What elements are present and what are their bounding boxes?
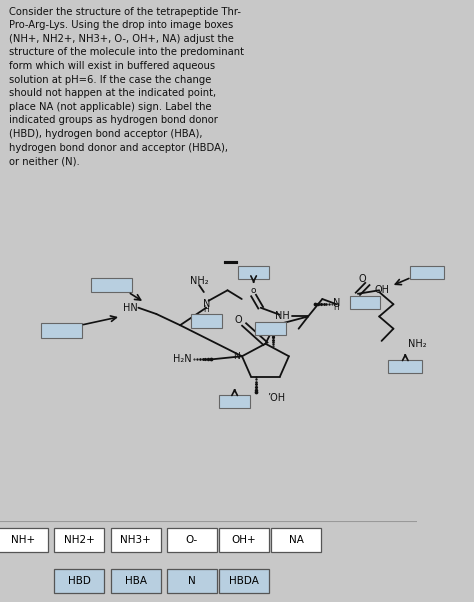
Text: N: N — [202, 299, 210, 309]
Text: O: O — [359, 274, 366, 284]
Text: O-: O- — [186, 535, 198, 545]
Text: OH+: OH+ — [232, 535, 256, 545]
Text: ’OH: ’OH — [267, 393, 286, 403]
Text: NH2+: NH2+ — [64, 535, 95, 545]
Text: N: N — [333, 297, 340, 308]
Bar — [238, 266, 269, 279]
Bar — [219, 395, 250, 408]
Text: H: H — [203, 305, 209, 314]
Bar — [110, 528, 161, 552]
Bar — [167, 569, 217, 593]
Bar — [271, 528, 321, 552]
Text: N: N — [188, 576, 196, 586]
Text: NH3+: NH3+ — [120, 535, 151, 545]
Text: HBA: HBA — [125, 576, 146, 586]
Text: H: H — [334, 303, 339, 312]
Bar — [219, 569, 269, 593]
Text: HN: HN — [123, 303, 137, 313]
Bar — [54, 528, 104, 552]
Text: NA: NA — [289, 535, 303, 545]
Text: NH₂: NH₂ — [190, 276, 209, 285]
Bar — [255, 322, 285, 335]
Bar — [350, 296, 380, 309]
Text: NH₂: NH₂ — [408, 340, 426, 349]
Bar — [410, 266, 444, 279]
Text: NH+: NH+ — [11, 535, 35, 545]
Text: HBD: HBD — [68, 576, 91, 586]
Bar — [42, 323, 82, 338]
Bar — [388, 360, 422, 373]
Bar — [110, 569, 161, 593]
Text: O: O — [234, 315, 242, 325]
Bar — [91, 278, 132, 293]
Text: Consider the structure of the tetrapeptide Thr-
Pro-Arg-Lys. Using the drop into: Consider the structure of the tetrapepti… — [9, 7, 244, 166]
Bar — [54, 569, 104, 593]
Text: OH: OH — [374, 285, 389, 294]
Bar — [0, 528, 48, 552]
Text: H₂N: H₂N — [173, 355, 192, 364]
Text: N: N — [233, 352, 240, 361]
Bar — [167, 528, 217, 552]
Text: HBDA: HBDA — [229, 576, 259, 586]
Bar — [219, 528, 269, 552]
Bar — [191, 314, 222, 327]
Text: NH: NH — [274, 311, 290, 321]
Text: o: o — [251, 286, 256, 295]
